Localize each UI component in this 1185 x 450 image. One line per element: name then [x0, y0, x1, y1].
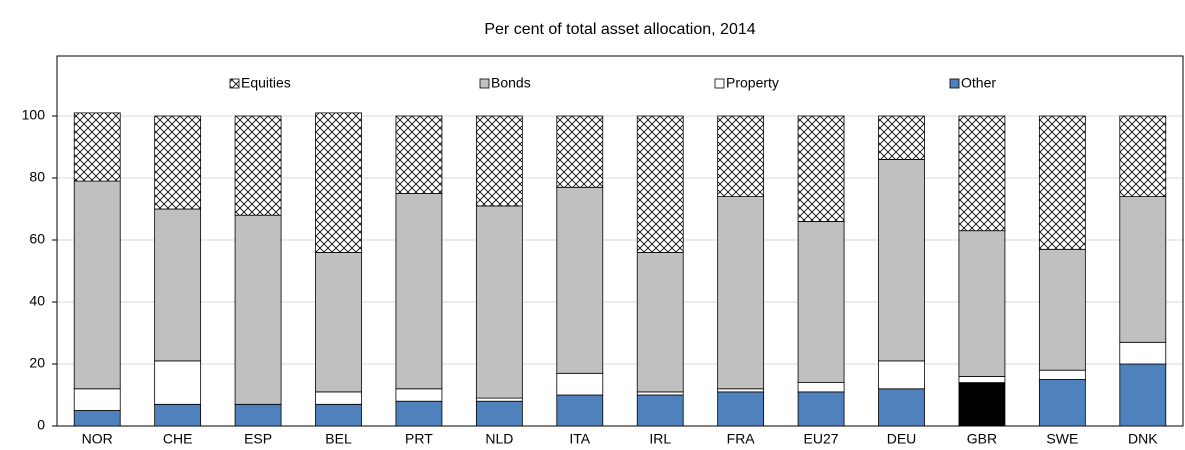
legend-label: Equities — [241, 75, 291, 91]
legend-label: Bonds — [491, 75, 531, 91]
bar-segment — [1119, 115, 1167, 197]
plot-frame — [56, 55, 1184, 427]
bar-segment — [154, 208, 202, 362]
bar-segment — [797, 115, 845, 222]
y-tick-label: 60 — [29, 231, 45, 247]
bar-segment — [1038, 369, 1086, 380]
legend-label: Other — [961, 75, 996, 91]
y-tick-label: 20 — [29, 355, 45, 371]
bar-segment — [395, 400, 443, 427]
x-tick-label: BEL — [325, 431, 352, 447]
x-tick-label: ESP — [244, 431, 272, 447]
bar-segment — [717, 115, 765, 197]
bar-segment — [556, 372, 604, 396]
bar-segment — [636, 391, 684, 396]
x-tick-label: EU27 — [804, 431, 839, 447]
bar-segment — [1119, 196, 1167, 343]
bar-segment — [958, 230, 1006, 377]
bar-segment — [717, 388, 765, 393]
x-tick-label: NLD — [485, 431, 513, 447]
bar-segment — [797, 391, 845, 427]
legend-swatch — [714, 78, 725, 89]
x-tick-label: IRL — [649, 431, 671, 447]
bar-segment — [73, 112, 121, 182]
y-tick-label: 0 — [37, 417, 45, 433]
x-tick-label: FRA — [727, 431, 756, 447]
bar-segment — [958, 375, 1006, 383]
legend-swatch — [479, 78, 490, 89]
x-tick-label: DNK — [1128, 431, 1158, 447]
bar-segment — [1038, 115, 1086, 250]
y-tick-label: 40 — [29, 293, 45, 309]
bar-segment — [395, 388, 443, 402]
bar-segment — [717, 196, 765, 390]
bar-segment — [154, 115, 202, 210]
bar-segment — [797, 382, 845, 393]
bar-segment — [958, 115, 1006, 232]
bar-segment — [717, 391, 765, 427]
y-tick-label: 100 — [22, 107, 46, 123]
bar-segment — [395, 193, 443, 390]
bar-segment — [475, 205, 523, 399]
bar-segment — [73, 180, 121, 390]
bar-segment — [556, 115, 604, 188]
bar-segment — [636, 115, 684, 253]
x-tick-label: DEU — [887, 431, 917, 447]
bar-segment — [636, 394, 684, 427]
bar-segment — [234, 214, 282, 405]
legend-swatch — [229, 78, 240, 89]
bar-segment — [636, 251, 684, 393]
x-tick-label: PRT — [405, 431, 433, 447]
x-tick-label: ITA — [569, 431, 590, 447]
bar-segment — [73, 388, 121, 411]
y-tick-label: 80 — [29, 169, 45, 185]
bar-segment — [154, 360, 202, 405]
bar-segment — [958, 382, 1006, 427]
x-tick-label: SWE — [1046, 431, 1078, 447]
bar-segment — [395, 115, 443, 194]
legend-label: Property — [726, 75, 779, 91]
bar-segment — [1038, 248, 1086, 371]
x-tick-label: NOR — [82, 431, 113, 447]
bar-segment — [234, 403, 282, 427]
bar-segment — [234, 115, 282, 216]
bar-segment — [878, 360, 925, 390]
bar-segment — [1038, 379, 1086, 427]
bar-segment — [315, 251, 362, 393]
bar-segment — [475, 115, 523, 207]
x-tick-label: GBR — [967, 431, 997, 447]
x-tick-label: CHE — [163, 431, 193, 447]
chart-title: Per cent of total asset allocation, 2014 — [484, 21, 755, 38]
bar-segment — [315, 112, 362, 253]
bar-segment — [154, 403, 202, 427]
bar-segment — [475, 397, 523, 402]
bar-segment — [878, 158, 925, 362]
bar-segment — [475, 400, 523, 427]
bar-segment — [878, 388, 925, 427]
bar-segment — [1119, 363, 1167, 427]
bar-segment — [315, 403, 362, 427]
bar-segment — [315, 391, 362, 405]
bar-segment — [797, 220, 845, 383]
legend-swatch — [949, 78, 960, 89]
bar-segment — [878, 115, 925, 160]
bar-segment — [73, 410, 121, 427]
bar-segment — [556, 186, 604, 374]
bar-segment — [556, 394, 604, 427]
bar-segment — [1119, 341, 1167, 365]
